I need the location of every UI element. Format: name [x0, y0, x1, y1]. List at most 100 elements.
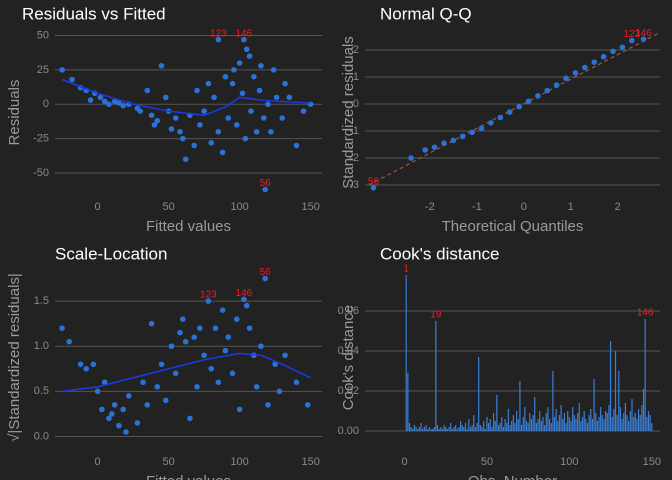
point: [304, 402, 311, 408]
point: [205, 298, 212, 304]
x-tick-label: 150: [301, 201, 319, 213]
y-tick-label: 0.02: [338, 385, 359, 397]
point-label: 19: [430, 310, 442, 321]
x-tick-label: 0: [95, 456, 101, 468]
x-tick-label: 50: [162, 456, 174, 468]
x-tick-label: 50: [481, 456, 493, 468]
point: [619, 44, 626, 51]
point: [187, 415, 193, 422]
point: [450, 137, 457, 144]
point: [205, 80, 212, 87]
point: [66, 338, 73, 345]
y-tick-label: 1.5: [34, 295, 49, 307]
point: [408, 155, 414, 161]
panel-title: Cook's distance: [380, 244, 499, 263]
point: [158, 62, 165, 69]
point: [140, 379, 146, 386]
point: [273, 94, 280, 101]
x-tick-label: 100: [560, 456, 578, 468]
point-label: 56: [260, 178, 272, 189]
x-tick-label: 50: [162, 201, 174, 213]
point: [154, 384, 161, 390]
y-tick-label: 0.0: [34, 430, 49, 442]
point: [151, 122, 158, 128]
reference-line: [368, 31, 661, 186]
x-tick-label: -2: [425, 201, 435, 213]
point: [431, 144, 438, 151]
point: [201, 352, 207, 359]
point: [182, 338, 189, 345]
point: [137, 108, 144, 114]
point: [191, 142, 197, 149]
point: [282, 352, 288, 359]
point: [168, 126, 175, 132]
point: [148, 112, 155, 119]
point: [422, 147, 428, 153]
smooth-line: [61, 78, 311, 117]
point: [162, 397, 169, 404]
x-axis-label: Theoretical Quantiles: [442, 218, 584, 235]
point-label: 146: [236, 288, 253, 299]
point: [233, 316, 240, 322]
point: [265, 101, 271, 108]
point: [535, 93, 541, 99]
y-tick-label: 25: [37, 64, 49, 76]
point: [111, 402, 118, 408]
y-tick-label: 1: [353, 71, 359, 83]
point: [208, 139, 215, 146]
y-tick-label: -25: [33, 133, 49, 145]
point: [241, 296, 247, 303]
point: [497, 114, 504, 121]
point: [370, 184, 377, 191]
point: [265, 402, 271, 408]
point: [172, 115, 179, 121]
point: [272, 361, 278, 368]
point: [211, 94, 217, 101]
point: [215, 36, 222, 43]
point: [469, 129, 475, 136]
point-label: 123: [200, 290, 217, 301]
point: [293, 379, 300, 386]
point: [242, 135, 249, 142]
point: [106, 101, 112, 108]
point: [286, 94, 293, 101]
point: [241, 36, 247, 43]
point: [101, 379, 108, 386]
point: [99, 406, 105, 413]
y-tick-label: -3: [349, 179, 359, 191]
point: [182, 156, 189, 163]
point: [260, 115, 267, 121]
point: [591, 59, 598, 65]
point-label: 146: [637, 308, 654, 319]
panel-title: Normal Q-Q: [380, 4, 472, 23]
point: [194, 87, 200, 94]
x-tick-label: 1: [568, 201, 574, 213]
y-axis-label: Cook's distance: [340, 305, 357, 410]
point-label: 123: [623, 29, 640, 40]
x-tick-label: 100: [230, 456, 248, 468]
point: [251, 73, 257, 80]
point: [123, 429, 129, 435]
y-tick-label: 50: [37, 29, 49, 41]
point: [478, 125, 485, 132]
point: [610, 48, 616, 55]
x-tick-label: 150: [643, 456, 661, 468]
y-tick-label: -2: [349, 152, 359, 164]
point: [212, 325, 219, 331]
x-tick-label: 150: [301, 456, 319, 468]
y-tick-label: 0.06: [338, 305, 359, 317]
point: [219, 307, 226, 313]
point: [459, 133, 466, 140]
point: [172, 370, 179, 377]
point: [197, 122, 203, 128]
point-label: 1: [403, 264, 409, 275]
y-axis-label: √|Standardized residuals|: [6, 273, 23, 442]
point: [525, 98, 532, 105]
x-tick-label: 100: [230, 201, 248, 213]
point: [640, 36, 647, 42]
point: [97, 94, 104, 101]
point: [59, 67, 65, 73]
point-label: 146: [236, 28, 253, 39]
point: [134, 420, 141, 426]
